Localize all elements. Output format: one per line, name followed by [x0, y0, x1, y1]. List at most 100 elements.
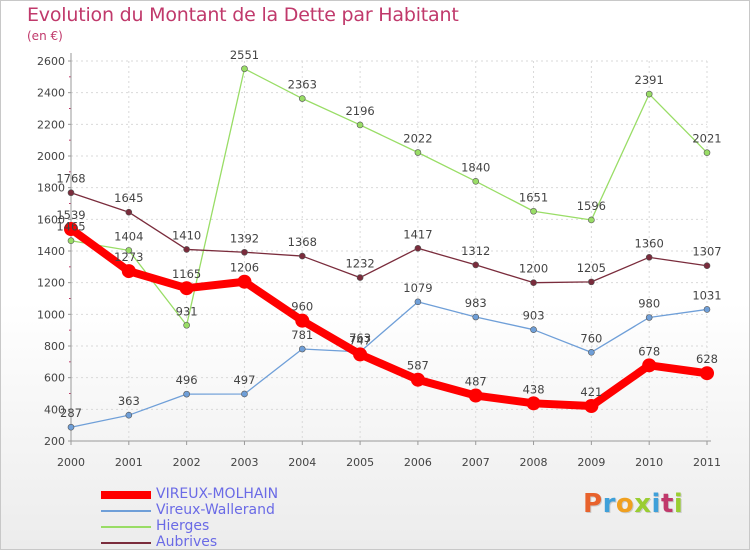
x-tick-label: 2005 — [346, 456, 374, 469]
data-point — [472, 313, 480, 321]
data-labels: 287 363 496 497 781 763 1079 983 903 760 980 1031 14… — [56, 48, 721, 420]
data-point — [125, 247, 133, 254]
data-label: 1465 — [56, 220, 85, 234]
legend-label: Vireux-Wallerand — [156, 502, 275, 518]
data-point — [125, 411, 133, 419]
data-label: 1417 — [403, 227, 432, 241]
data-label: 438 — [523, 382, 545, 396]
data-label: 287 — [60, 406, 82, 420]
data-point — [414, 149, 422, 156]
y-tick-label: 1600 — [37, 213, 65, 226]
series-aubrives — [67, 189, 711, 286]
x-tick-label: 2006 — [404, 456, 432, 469]
data-point — [121, 264, 136, 279]
data-point — [241, 65, 248, 73]
data-label: 903 — [523, 309, 545, 323]
data-point — [298, 95, 306, 102]
y-tick-label: 200 — [44, 435, 65, 448]
x-tick-label: 2002 — [173, 456, 201, 469]
data-point — [703, 262, 711, 270]
series-line — [67, 224, 711, 411]
data-label: 2196 — [345, 104, 374, 118]
data-point — [353, 347, 368, 362]
chart-unit: (en €) — [27, 29, 63, 43]
data-point — [241, 390, 248, 398]
legend-swatch — [101, 526, 151, 528]
data-point — [183, 390, 190, 398]
axes: 200 400 600 800 1000 1200 1400 1600 1800 2000 2200… — [37, 53, 721, 469]
data-point — [642, 358, 657, 373]
y-tick-label: 800 — [44, 340, 65, 353]
data-label: 1368 — [288, 235, 317, 249]
data-point — [703, 306, 711, 313]
data-label: 2391 — [635, 73, 664, 87]
data-label: 1307 — [692, 245, 721, 259]
data-point — [410, 372, 425, 387]
data-point — [356, 121, 364, 129]
data-point — [414, 245, 422, 252]
data-point — [414, 298, 422, 306]
data-point — [472, 178, 480, 185]
data-label: 1596 — [577, 199, 606, 213]
data-label: 1840 — [461, 160, 490, 174]
data-point — [64, 221, 78, 236]
y-tick-label: 600 — [44, 372, 65, 385]
legend-label: Aubrives — [156, 534, 218, 550]
x-tick-label: 2008 — [520, 456, 548, 469]
data-label: 1768 — [56, 172, 85, 186]
data-label: 763 — [349, 331, 371, 345]
proxiti-logo: Proxiti — [583, 489, 684, 519]
data-point — [295, 313, 310, 328]
x-tick-label: 2001 — [115, 456, 143, 469]
data-label: 496 — [176, 373, 198, 387]
data-label: 980 — [638, 297, 660, 311]
data-label: 2551 — [230, 48, 259, 62]
data-point — [241, 248, 248, 256]
data-label: 747 — [349, 333, 371, 347]
series-hierges — [67, 65, 711, 329]
legend-item-aubrives: Aubrives — [101, 534, 381, 551]
data-point — [298, 252, 306, 260]
y-tick-label: 400 — [44, 403, 65, 416]
x-tick-label: 2007 — [462, 456, 490, 469]
data-label: 1645 — [114, 191, 143, 205]
x-tick-label: 2009 — [577, 456, 605, 469]
data-point — [298, 345, 306, 353]
data-point — [530, 279, 537, 286]
data-label: 931 — [176, 304, 198, 318]
data-point — [645, 254, 653, 261]
data-point — [472, 261, 480, 269]
y-tick-label: 2000 — [37, 150, 65, 163]
data-point — [237, 274, 252, 289]
data-label: 497 — [233, 373, 255, 387]
data-label: 1205 — [577, 261, 606, 275]
data-label: 1404 — [114, 229, 143, 243]
data-point — [179, 281, 194, 296]
data-label: 2363 — [288, 78, 317, 92]
data-point — [588, 216, 595, 224]
series-vireux-molhain — [64, 221, 714, 414]
data-point — [183, 246, 190, 253]
data-label: 1165 — [172, 267, 201, 281]
data-label: 1200 — [519, 262, 548, 276]
data-label: 1360 — [635, 236, 664, 250]
data-label: 1392 — [230, 231, 259, 245]
y-tick-label: 2400 — [37, 87, 65, 100]
data-label: 678 — [638, 344, 660, 358]
data-label: 760 — [580, 331, 602, 345]
data-label: 2021 — [692, 132, 721, 146]
data-point — [700, 366, 714, 381]
data-point — [703, 149, 711, 156]
data-label: 1410 — [172, 228, 201, 242]
data-label: 983 — [465, 296, 487, 310]
data-label: 363 — [118, 394, 140, 408]
data-label: 1273 — [114, 250, 143, 264]
data-point — [584, 399, 599, 414]
data-label: 2022 — [403, 132, 432, 146]
series-line — [70, 68, 708, 326]
legend-label: VIREUX-MOLHAIN — [156, 486, 279, 502]
x-tick-label: 2003 — [230, 456, 258, 469]
y-tick-label: 1000 — [37, 308, 65, 321]
data-point — [526, 396, 541, 411]
